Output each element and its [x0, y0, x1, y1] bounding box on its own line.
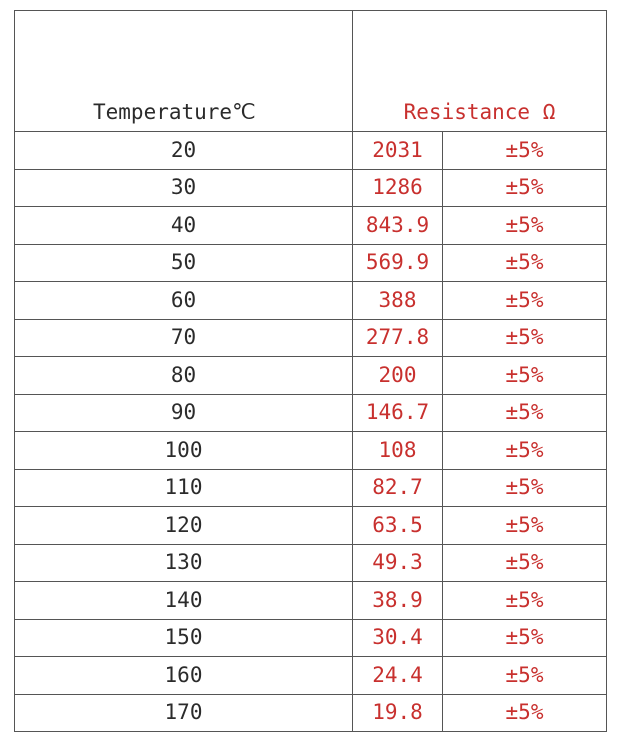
table-row: 40 843.9 ±5% — [14, 206, 607, 245]
temperature-cell: 50 — [14, 243, 353, 282]
temperature-cell: 20 — [14, 131, 353, 170]
temperature-cell: 90 — [14, 393, 353, 432]
table-row: 90 146.7 ±5% — [14, 393, 607, 432]
temperature-cell: 170 — [14, 693, 353, 732]
resistance-cell: 49.3 — [352, 543, 443, 582]
table-header-row: Temperature℃ Resistance Ω — [14, 10, 607, 132]
resistance-cell: 200 — [352, 356, 443, 395]
tolerance-cell: ±5% — [442, 281, 607, 320]
table-row: 160 24.4 ±5% — [14, 656, 607, 695]
tolerance-cell: ±5% — [442, 168, 607, 207]
temperature-cell: 70 — [14, 318, 353, 357]
resistance-cell: 19.8 — [352, 693, 443, 732]
resistance-cell: 24.4 — [352, 656, 443, 695]
table-row: 130 49.3 ±5% — [14, 543, 607, 582]
tolerance-cell: ±5% — [442, 506, 607, 545]
tolerance-cell: ±5% — [442, 468, 607, 507]
resistance-cell: 63.5 — [352, 506, 443, 545]
resistance-cell: 843.9 — [352, 206, 443, 245]
temperature-cell: 150 — [14, 618, 353, 657]
tolerance-cell: ±5% — [442, 131, 607, 170]
temperature-cell: 30 — [14, 168, 353, 207]
table-row: 70 277.8 ±5% — [14, 318, 607, 357]
table-row: 100 108 ±5% — [14, 431, 607, 470]
table-row: 150 30.4 ±5% — [14, 618, 607, 657]
table-row: 50 569.9 ±5% — [14, 243, 607, 282]
table-row: 120 63.5 ±5% — [14, 506, 607, 545]
temperature-cell: 100 — [14, 431, 353, 470]
tolerance-cell: ±5% — [442, 206, 607, 245]
tolerance-cell: ±5% — [442, 693, 607, 732]
resistance-cell: 146.7 — [352, 393, 443, 432]
tolerance-cell: ±5% — [442, 431, 607, 470]
resistance-cell: 82.7 — [352, 468, 443, 507]
tolerance-cell: ±5% — [442, 356, 607, 395]
table-row: 80 200 ±5% — [14, 356, 607, 395]
temperature-cell: 140 — [14, 581, 353, 620]
resistance-cell: 2031 — [352, 131, 443, 170]
temperature-resistance-table: Temperature℃ Resistance Ω 20 2031 ±5% 30 128… — [14, 10, 607, 732]
tolerance-cell: ±5% — [442, 543, 607, 582]
tolerance-cell: ±5% — [442, 656, 607, 695]
resistance-cell: 108 — [352, 431, 443, 470]
tolerance-cell: ±5% — [442, 581, 607, 620]
table-row: 170 19.8 ±5% — [14, 693, 607, 732]
resistance-cell: 38.9 — [352, 581, 443, 620]
table-row: 110 82.7 ±5% — [14, 468, 607, 507]
tolerance-cell: ±5% — [442, 393, 607, 432]
temperature-cell: 60 — [14, 281, 353, 320]
temperature-cell: 120 — [14, 506, 353, 545]
resistance-cell: 569.9 — [352, 243, 443, 282]
resistance-cell: 30.4 — [352, 618, 443, 657]
temperature-cell: 80 — [14, 356, 353, 395]
table-body: 20 2031 ±5% 30 1286 ±5% 40 843.9 ±5% 50 569.9 ±5% 60… — [14, 131, 607, 732]
resistance-cell: 388 — [352, 281, 443, 320]
resistance-header: Resistance Ω — [352, 10, 607, 132]
resistance-cell: 1286 — [352, 168, 443, 207]
table-row: 20 2031 ±5% — [14, 131, 607, 170]
table-row: 30 1286 ±5% — [14, 168, 607, 207]
temperature-header: Temperature℃ — [14, 10, 353, 132]
temperature-cell: 160 — [14, 656, 353, 695]
tolerance-cell: ±5% — [442, 618, 607, 657]
table-row: 60 388 ±5% — [14, 281, 607, 320]
temperature-cell: 40 — [14, 206, 353, 245]
temperature-cell: 130 — [14, 543, 353, 582]
tolerance-cell: ±5% — [442, 318, 607, 357]
temperature-cell: 110 — [14, 468, 353, 507]
resistance-table-container: Temperature℃ Resistance Ω 20 2031 ±5% 30 128… — [14, 10, 607, 732]
table-row: 140 38.9 ±5% — [14, 581, 607, 620]
resistance-cell: 277.8 — [352, 318, 443, 357]
tolerance-cell: ±5% — [442, 243, 607, 282]
